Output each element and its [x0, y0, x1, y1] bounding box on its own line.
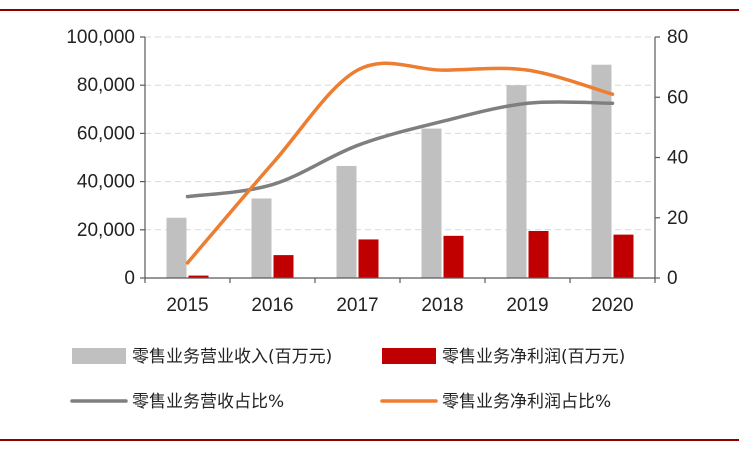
profit-bar: [443, 235, 464, 278]
legend-swatch: [72, 348, 126, 364]
left-tick-label: 20,000: [77, 220, 135, 241]
legend-label: 零售业务净利润(百万元): [442, 347, 625, 367]
left-tick-label: 80,000: [77, 75, 135, 96]
right-tick-label: 80: [667, 27, 688, 48]
revenue-bar: [591, 64, 612, 278]
revenue-bar: [506, 85, 527, 278]
profit-bar: [528, 231, 549, 278]
bar-series: [166, 64, 634, 278]
x-tick-label: 2020: [591, 295, 633, 316]
revenue-share-line: [185, 100, 615, 199]
profit-bar: [188, 275, 209, 278]
legend-label: 零售业务净利润占比%: [442, 392, 611, 412]
left-tick-label: 40,000: [77, 172, 135, 193]
x-tick-label: 2016: [251, 295, 293, 316]
x-tick-label: 2015: [166, 295, 208, 316]
left-tick-label: 0: [124, 268, 135, 289]
x-tick-label: 2017: [336, 295, 378, 316]
legend-label: 零售业务营业收入(百万元): [132, 347, 332, 367]
axes: 0 20,000 40,000 60,000 80,000 100,000 0 20 40 60 8…: [66, 27, 688, 316]
profit-bar: [273, 255, 294, 278]
right-tick-label: 20: [667, 208, 688, 229]
profit-share-line: [185, 61, 615, 265]
revenue-bar: [166, 217, 187, 278]
revenue-bar: [336, 165, 357, 278]
right-tick-label: 40: [667, 148, 688, 169]
left-tick-label: 100,000: [66, 27, 135, 48]
line-series: [185, 61, 615, 265]
profit-bar: [358, 239, 379, 278]
revenue-bar: [251, 198, 272, 278]
right-tick-label: 60: [667, 87, 688, 108]
legend: 零售业务营业收入(百万元) 零售业务净利润(百万元) 零售业务营收占比% 零售业务净利…: [70, 347, 625, 412]
left-tick-label: 60,000: [77, 123, 135, 144]
x-tick-label: 2018: [421, 295, 463, 316]
legend-swatch: [382, 348, 436, 364]
right-tick-label: 0: [667, 268, 678, 289]
x-tick-label: 2019: [506, 295, 548, 316]
legend-label: 零售业务营收占比%: [132, 392, 284, 412]
revenue-bar: [421, 128, 442, 278]
profit-bar: [613, 234, 634, 278]
